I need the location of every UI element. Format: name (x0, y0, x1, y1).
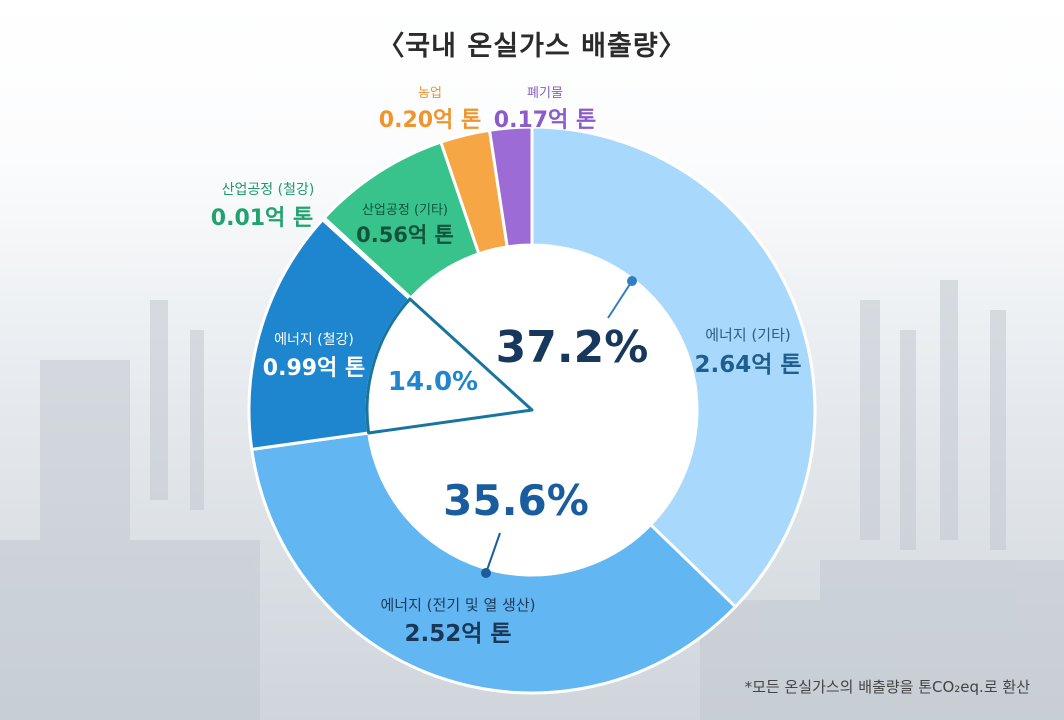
percent-energy-steel: 14.0% (388, 367, 478, 397)
segment-energy-power (250, 431, 738, 695)
label-industry-steel: 산업공정 (철강) (222, 182, 315, 198)
value-energy-other: 2.64억 톤 (694, 352, 801, 378)
footnote: *모든 온실가스의 배출량을 톤CO₂eq.로 환산 (744, 678, 1030, 696)
percent-energy-power: 35.6% (443, 476, 589, 525)
label-energy-other: 에너지 (기타) (705, 326, 790, 344)
leader-energy-power (485, 532, 501, 574)
percent-energy-other: 37.2% (496, 322, 649, 373)
value-industry-steel: 0.01억 톤 (211, 206, 313, 231)
page-title: 〈국내 온실가스 배출량〉 (377, 31, 687, 62)
energy-steel-highlight-wedge (365, 297, 534, 435)
value-agriculture: 0.20억 톤 (379, 108, 481, 133)
value-energy-power: 2.52억 톤 (404, 621, 511, 647)
value-waste: 0.17억 톤 (494, 108, 596, 133)
label-agriculture: 농업 (418, 86, 442, 101)
segment-waste (487, 125, 534, 249)
value-industry-other: 0.56억 톤 (356, 223, 454, 247)
label-industry-other: 산업공정 (기타) (362, 203, 448, 218)
segment-energy-other (530, 125, 817, 609)
label-waste: 폐기물 (527, 86, 563, 101)
label-energy-steel: 에너지 (철강) (274, 332, 354, 348)
leader-dot-energy-power (481, 568, 491, 578)
label-energy-power: 에너지 (전기 및 열 생산) (381, 596, 536, 614)
leader-energy-other (607, 280, 633, 319)
value-energy-steel: 0.99억 톤 (263, 356, 365, 381)
leader-dot-energy-other (627, 276, 637, 286)
